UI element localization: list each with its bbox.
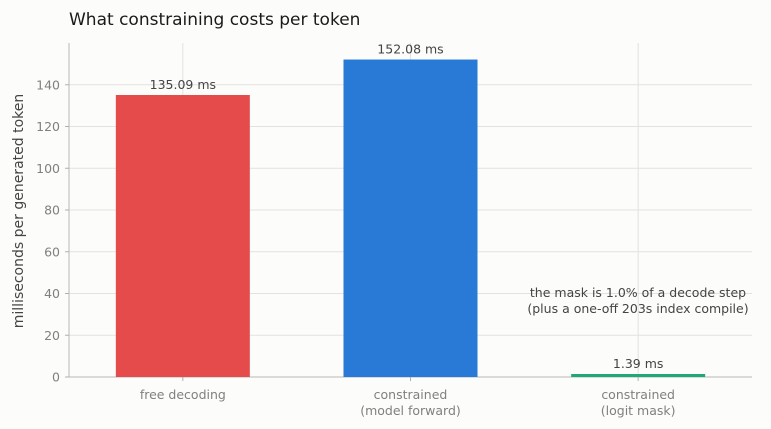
y-tick-label: 20 — [44, 328, 60, 343]
bar — [343, 59, 478, 378]
y-tick-label: 0 — [52, 370, 60, 385]
data-labels: 135.09 ms 152.08 ms 1.39 ms — [150, 42, 664, 371]
y-tick-label: 40 — [44, 286, 60, 301]
y-tick-label: 60 — [44, 244, 60, 259]
y-tick-label: 80 — [44, 203, 60, 218]
annotation: the mask is 1.0% of a decode step (plus a… — [527, 285, 748, 316]
y-tick-label: 140 — [36, 77, 60, 92]
y-axis-ticks: 0 20 40 60 80 100 120 140 — [36, 77, 69, 385]
data-label: 152.08 ms — [377, 42, 443, 57]
data-label: 135.09 ms — [150, 77, 216, 92]
x-axis-ticks: free decoding constrained (model forward) c… — [140, 377, 676, 418]
y-tick-label: 120 — [36, 119, 60, 134]
chart-title: What constraining costs per token — [69, 10, 360, 30]
data-label: 1.39 ms — [613, 356, 664, 371]
y-axis-label: milliseconds per generated token — [11, 94, 27, 329]
bar — [115, 94, 250, 377]
y-tick-label: 100 — [36, 161, 60, 176]
x-tick-label: free decoding — [140, 387, 226, 402]
x-tick-label: constrained (logit mask) — [601, 387, 676, 418]
bar — [571, 374, 706, 377]
bars — [115, 59, 706, 378]
x-tick-label: constrained (model forward) — [360, 387, 461, 418]
